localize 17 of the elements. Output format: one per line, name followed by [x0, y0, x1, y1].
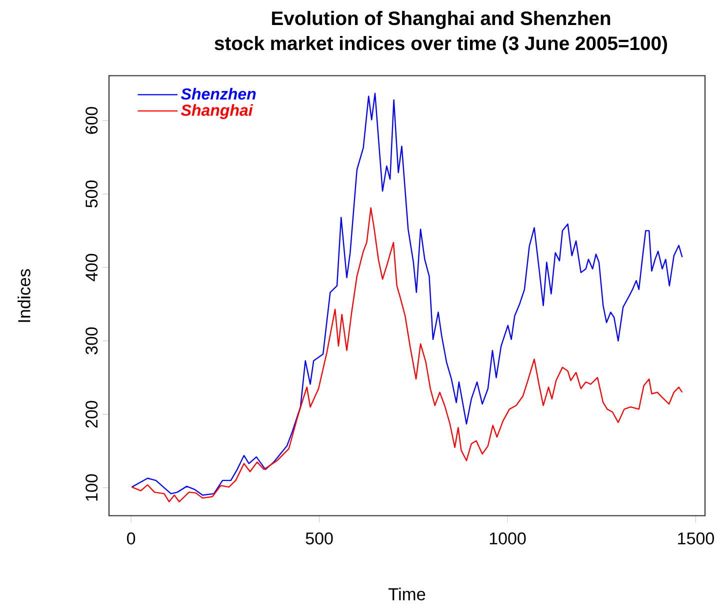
chart-title: Evolution of Shanghai and Shenzhen: [272, 10, 610, 30]
chart-subtitle: stock market indices over time (3 June 2005=100): [214, 36, 667, 54]
y-tick-label: 400: [86, 254, 98, 282]
x-tick-label: 1000: [490, 532, 526, 544]
x-tick-label: 0: [127, 532, 136, 544]
legend-label: Shanghai: [180, 104, 254, 120]
y-tick-label: 100: [86, 474, 98, 501]
legend-label: Shenzhen: [180, 88, 256, 100]
x-axis-title: Time: [388, 588, 426, 600]
y-axis-title: Indices: [18, 269, 30, 322]
x-tick-label: 500: [306, 532, 333, 544]
y-tick-label: 200: [86, 400, 98, 428]
y-tick-label: 500: [86, 180, 98, 208]
y-tick-label: 300: [86, 327, 98, 354]
x-tick-label: 1500: [678, 532, 714, 544]
y-tick-label: 600: [86, 106, 98, 134]
line-series: [131, 207, 683, 502]
